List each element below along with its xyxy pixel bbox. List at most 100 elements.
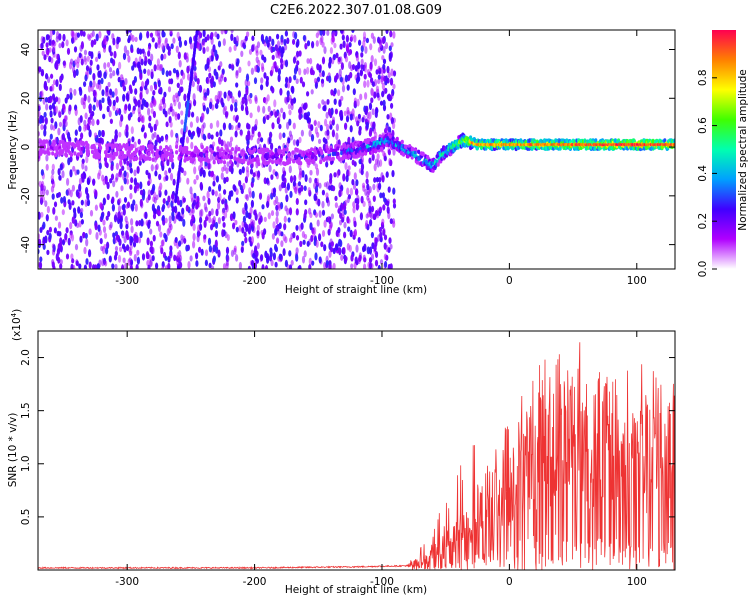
spectrogram-noise-cell — [119, 246, 123, 252]
spectrogram-signal-cell — [170, 153, 174, 158]
spectrogram-noise-cell — [392, 122, 396, 130]
spectrogram-noise-cell — [106, 105, 110, 113]
spectrogram-noise-cell — [44, 200, 48, 208]
spectrogram-noise-cell — [77, 117, 81, 126]
spectrogram-noise-cell — [108, 110, 112, 118]
spectrogram-signal-cell — [78, 146, 82, 151]
spectrogram-noise-cell — [157, 79, 161, 88]
spectrogram-signal-cell — [229, 151, 233, 156]
spectrogram-noise-cell — [91, 110, 95, 117]
spectrogram-noise-cell — [233, 150, 237, 158]
spectrogram-noise-cell — [90, 85, 94, 92]
spectrogram-noise-cell — [168, 70, 172, 77]
spectrogram-noise-cell — [390, 42, 394, 48]
spectrogram-noise-cell — [260, 84, 264, 91]
spectrogram-noise-cell — [71, 184, 75, 192]
spectrogram-noise-cell — [208, 262, 212, 269]
spectrogram-noise-cell — [324, 118, 328, 127]
spectrogram-noise-cell — [295, 208, 299, 216]
spectrogram-noise-cell — [78, 52, 82, 59]
spectrogram-noise-cell — [217, 201, 221, 210]
spectrogram-noise-cell — [274, 171, 278, 177]
spectrogram-noise-cell — [238, 180, 242, 187]
spectrogram-noise-cell — [38, 104, 41, 110]
spectrogram-noise-cell — [355, 179, 359, 187]
spectrogram-noise-cell — [325, 161, 329, 168]
spectrogram-noise-cell — [146, 237, 150, 246]
spectrogram-noise-cell — [335, 132, 339, 141]
spectrogram-noise-cell — [215, 208, 219, 217]
spectrogram-noise-cell — [308, 177, 312, 184]
spectrogram-signal-cell — [138, 150, 142, 155]
spectrogram-noise-cell — [271, 233, 275, 240]
spectrogram-noise-cell — [151, 255, 155, 262]
spectrogram-noise-cell — [360, 58, 364, 66]
spectrogram-noise-cell — [50, 95, 54, 103]
spectrogram-noise-cell — [171, 161, 175, 170]
snr-frame — [37, 330, 676, 571]
spectrogram-noise-cell — [292, 56, 297, 64]
spectrogram-noise-cell — [294, 31, 298, 40]
spectrogram-noise-cell — [252, 172, 256, 178]
spectrogram-noise-cell — [369, 63, 373, 72]
spectrogram-noise-cell — [255, 258, 259, 264]
spectrogram-noise-cell — [309, 169, 313, 176]
spectrogram-noise-cell — [298, 50, 302, 57]
spectrogram-signal-cell — [51, 151, 55, 156]
spectrogram-noise-cell — [261, 54, 265, 61]
spectrogram-noise-cell — [185, 244, 189, 252]
spectrogram-noise-cell — [153, 123, 157, 132]
spectrogram-noise-cell — [278, 222, 282, 230]
spectrogram-noise-cell — [207, 132, 211, 140]
spectrogram-noise-cell — [202, 30, 206, 38]
spectrogram-noise-cell — [332, 31, 336, 37]
spectrogram-noise-cell — [388, 126, 392, 135]
spectrogram-noise-cell — [346, 243, 350, 251]
spectrogram-signal-cell — [86, 143, 90, 148]
spectrogram-noise-cell — [130, 47, 134, 54]
spectrogram-noise-cell — [251, 177, 255, 184]
spectrogram-x-tick-label: 0 — [506, 275, 513, 287]
spectrogram-noise-cell — [170, 129, 174, 138]
spectrogram-noise-cell — [230, 249, 235, 258]
spectrogram-signal-cell — [376, 140, 380, 145]
spectrogram-noise-cell — [218, 184, 222, 192]
spectrogram-noise-cell — [389, 218, 393, 225]
spectrogram-noise-cell — [370, 97, 374, 104]
spectrogram-signal-cell — [134, 149, 138, 154]
spectrogram-noise-cell — [235, 226, 239, 233]
spectrogram-noise-cell — [53, 201, 58, 208]
spectrogram-noise-cell — [168, 78, 172, 85]
spectrogram-noise-cell — [318, 64, 322, 71]
spectrogram-noise-cell — [80, 58, 84, 66]
spectrogram-noise-cell — [40, 124, 44, 131]
spectrogram-signal-cell — [268, 158, 272, 163]
spectrogram-signal-cell — [125, 142, 129, 148]
spectrogram-noise-cell — [109, 178, 113, 184]
spectrogram-signal-cell — [408, 147, 412, 152]
spectrogram-noise-cell — [71, 200, 75, 206]
spectrogram-noise-cell — [353, 220, 357, 228]
spectrogram-noise-cell — [197, 224, 201, 233]
spectrogram-noise-cell — [302, 239, 306, 245]
spectrogram-noise-cell — [347, 218, 351, 224]
spectrogram-noise-cell — [320, 241, 324, 248]
spectrogram-noise-cell — [193, 99, 197, 107]
spectrogram-noise-cell — [133, 185, 137, 194]
spectrogram-noise-cell — [97, 224, 101, 232]
spectrogram-noise-cell — [321, 209, 326, 216]
spectrogram-signal-cell — [402, 152, 406, 157]
spectrogram-signal-cell — [285, 147, 289, 152]
spectrogram-noise-cell — [57, 168, 61, 176]
spectrogram-noise-cell — [123, 236, 127, 244]
spectrogram-noise-cell — [140, 126, 145, 133]
spectrogram-signal-cell — [142, 145, 146, 151]
spectrogram-noise-cell — [57, 191, 62, 198]
spectrogram-noise-cell — [271, 86, 275, 94]
spectrogram-noise-cell — [357, 236, 361, 244]
spectrogram-noise-cell — [306, 91, 310, 97]
spectrogram-noise-cell — [364, 46, 368, 54]
spectrogram-noise-cell — [262, 105, 266, 114]
spectrogram-noise-cell — [87, 118, 91, 125]
spectrogram-noise-cell — [273, 199, 277, 206]
